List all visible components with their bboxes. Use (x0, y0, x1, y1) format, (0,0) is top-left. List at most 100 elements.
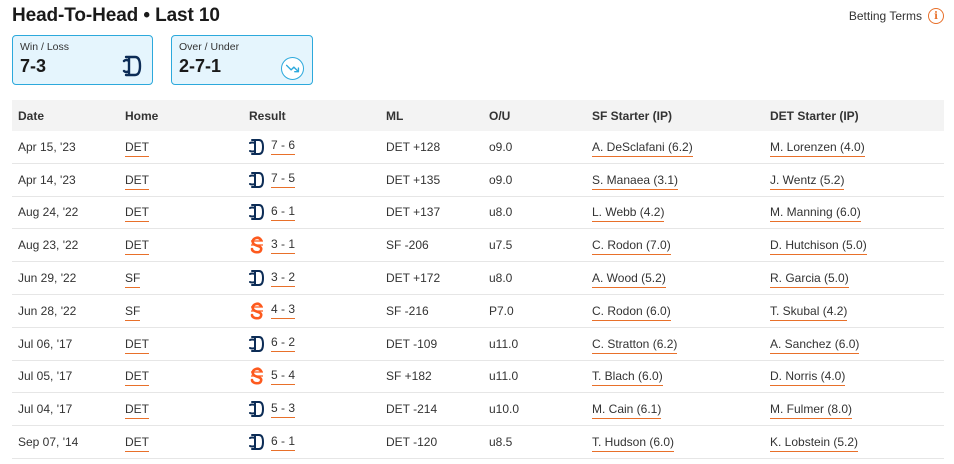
column-header-ou: O/U (489, 108, 511, 123)
over-under-cell: u7.5 (489, 238, 513, 253)
home-team-link[interactable]: DET (125, 205, 149, 223)
sf-starter-link[interactable]: A. Wood (5.2) (592, 271, 666, 289)
score-link[interactable]: 3 - 2 (271, 270, 296, 287)
column-header-date: Date (18, 108, 45, 123)
table-row: Aug 24, '22 DET 6 - 1 DET +137 u8.0 L. W… (12, 197, 944, 230)
home-team-link[interactable]: SF (125, 271, 141, 289)
tigers-logo-icon (249, 433, 265, 451)
over-under-cell: u8.5 (489, 435, 513, 450)
tigers-logo-icon (249, 400, 265, 418)
score-link[interactable]: 4 - 3 (271, 302, 296, 320)
home-team-link[interactable]: DET (125, 402, 149, 420)
home-team-link[interactable]: DET (125, 369, 149, 387)
moneyline-cell: DET +135 (386, 172, 441, 187)
moneyline-cell: SF +182 (386, 369, 432, 384)
date-cell: Jun 29, '22 (18, 271, 77, 286)
table-row: Aug 23, '22 DET 3 - 1 SF -206 u7.5 C. Ro… (12, 229, 944, 263)
det-starter-link[interactable]: R. Garcia (5.0) (770, 271, 849, 289)
column-header-sf-starter: SF Starter (IP) (592, 108, 673, 123)
det-starter-link[interactable]: M. Lorenzen (4.0) (770, 139, 865, 157)
home-team-link[interactable]: DET (125, 238, 149, 256)
sf-starter-link[interactable]: S. Manaea (3.1) (592, 172, 679, 190)
det-starter-link[interactable]: K. Lobstein (5.2) (770, 435, 859, 453)
table-row: Jun 29, '22 SF 3 - 2 DET +172 u8.0 A. Wo… (12, 262, 944, 295)
info-icon[interactable]: i (928, 8, 944, 24)
betting-terms-label: Betting Terms (848, 9, 922, 23)
sf-starter-link[interactable]: T. Blach (6.0) (592, 369, 663, 387)
head-to-head-table: Date Home Result ML O/U SF Starter (IP) … (12, 100, 944, 459)
betting-terms-link[interactable]: Betting Terms i (849, 8, 944, 24)
giants-logo-icon (249, 367, 265, 386)
over-under-cell: o9.0 (489, 139, 513, 154)
win-loss-label: Win / Loss (20, 41, 70, 53)
det-starter-link[interactable]: J. Wentz (5.2) (770, 172, 845, 190)
date-cell: Jul 06, '17 (18, 336, 73, 351)
moneyline-cell: SF -206 (386, 238, 429, 253)
column-header-det-starter: DET Starter (IP) (770, 108, 859, 123)
moneyline-cell: SF -216 (386, 303, 429, 318)
date-cell: Aug 24, '22 (18, 205, 79, 220)
sf-starter-link[interactable]: A. DeSclafani (6.2) (592, 139, 693, 157)
result-cell: 7 - 5 (241, 171, 380, 189)
result-cell: 5 - 3 (241, 400, 380, 418)
score-link[interactable]: 7 - 5 (271, 171, 296, 189)
over-under-cell: u11.0 (489, 369, 519, 384)
result-cell: 6 - 2 (241, 335, 380, 353)
score-link[interactable]: 6 - 1 (271, 204, 296, 221)
det-starter-link[interactable]: D. Norris (4.0) (770, 369, 846, 387)
home-team-link[interactable]: DET (125, 336, 149, 354)
result-cell: 3 - 2 (241, 269, 380, 287)
over-under-cell: u10.0 (489, 402, 520, 417)
det-starter-link[interactable]: M. Manning (6.0) (770, 205, 861, 223)
trend-down-icon (281, 57, 304, 80)
score-link[interactable]: 5 - 3 (271, 401, 296, 418)
moneyline-cell: DET +137 (386, 205, 441, 220)
date-cell: Aug 23, '22 (18, 238, 79, 253)
over-under-cell: u11.0 (489, 336, 519, 351)
over-under-cell: o9.0 (489, 172, 513, 187)
det-starter-link[interactable]: T. Skubal (4.2) (770, 303, 848, 321)
table-row: Sep 07, '14 DET 6 - 1 DET -120 u8.5 T. H… (12, 426, 944, 459)
home-team-link[interactable]: DET (125, 139, 149, 157)
moneyline-cell: DET -214 (386, 402, 438, 417)
result-cell: 7 - 6 (241, 138, 380, 156)
date-cell: Apr 15, '23 (18, 139, 76, 154)
det-starter-link[interactable]: A. Sanchez (6.0) (770, 336, 860, 354)
score-link[interactable]: 3 - 1 (271, 237, 296, 254)
sf-starter-link[interactable]: L. Webb (4.2) (592, 205, 665, 223)
over-under-card: Over / Under 2-7-1 (171, 35, 313, 85)
date-cell: Jul 05, '17 (18, 369, 73, 384)
sf-starter-link[interactable]: T. Hudson (6.0) (592, 435, 675, 453)
table-row: Jun 28, '22 SF 4 - 3 SF -216 P7.0 C. Rod… (12, 295, 944, 328)
giants-logo-icon (249, 302, 265, 320)
tigers-logo-icon (249, 138, 265, 156)
column-header-home: Home (125, 108, 159, 123)
sf-starter-link[interactable]: C. Rodon (6.0) (592, 303, 671, 321)
score-link[interactable]: 6 - 1 (271, 434, 296, 451)
table-row: Jul 06, '17 DET 6 - 2 DET -109 u11.0 C. … (12, 328, 944, 361)
over-under-value: 2-7-1 (179, 56, 222, 76)
moneyline-cell: DET +128 (386, 139, 441, 154)
score-link[interactable]: 5 - 4 (271, 368, 296, 385)
over-under-cell: u8.0 (489, 271, 513, 286)
home-team-link[interactable]: DET (125, 435, 149, 453)
det-starter-link[interactable]: M. Fulmer (8.0) (770, 402, 853, 420)
result-cell: 4 - 3 (241, 302, 380, 320)
result-cell: 5 - 4 (241, 367, 380, 386)
tigers-logo-icon (249, 269, 265, 287)
over-under-cell: P7.0 (489, 303, 514, 318)
sf-starter-link[interactable]: M. Cain (6.1) (592, 402, 662, 420)
det-starter-link[interactable]: D. Hutchison (5.0) (770, 238, 867, 256)
win-loss-value: 7-3 (20, 56, 47, 76)
score-link[interactable]: 6 - 2 (271, 335, 296, 353)
giants-logo-icon (249, 236, 265, 254)
home-team-link[interactable]: SF (125, 303, 141, 321)
result-cell: 6 - 1 (241, 433, 380, 451)
sf-starter-link[interactable]: C. Rodon (7.0) (592, 238, 671, 256)
sf-starter-link[interactable]: C. Stratton (6.2) (592, 336, 678, 354)
win-loss-card: Win / Loss 7-3 (12, 35, 153, 85)
home-team-link[interactable]: DET (125, 172, 149, 190)
score-link[interactable]: 7 - 6 (271, 138, 296, 156)
tigers-logo-icon (249, 171, 265, 189)
date-cell: Jul 04, '17 (18, 402, 73, 417)
